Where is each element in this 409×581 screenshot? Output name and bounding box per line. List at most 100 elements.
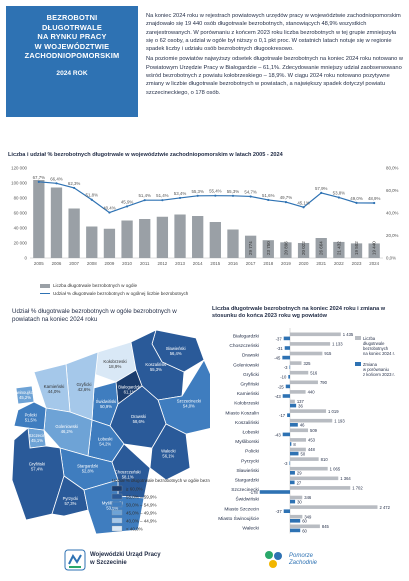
intro-paragraph: Na poziomie powiatów najwyższy odsetek d… — [146, 56, 404, 96]
map-region-name: Gryficki — [77, 382, 92, 387]
count-value-label: 325 — [304, 361, 312, 366]
legend-swatch-grey — [40, 283, 50, 288]
count-bar — [290, 370, 309, 375]
change-value-label: 27 — [297, 480, 302, 485]
change-bar — [282, 355, 290, 360]
map-region-value: 46,2% — [61, 429, 73, 434]
change-bar — [284, 346, 290, 350]
bar — [244, 235, 257, 258]
share-value-label: 55,4% — [209, 189, 222, 194]
map-region — [51, 475, 89, 517]
count-bar — [290, 418, 333, 423]
count-value-label: 1 364 — [340, 476, 351, 481]
share-point — [249, 195, 252, 198]
bar-value-label: 26 664 — [319, 241, 324, 255]
bar — [192, 216, 204, 258]
change-bar — [290, 403, 297, 408]
x-axis-tick-label: 2014 — [193, 261, 203, 266]
change-value-label: 60 — [302, 528, 307, 533]
share-value-label: 54,7% — [244, 189, 257, 194]
x-axis-tick-label: 2023 — [352, 261, 362, 266]
change-value-label: 50 — [301, 452, 306, 457]
bar-value-label: 21 432 — [336, 241, 341, 255]
intro-paragraph: Na koniec 2024 roku w rejestrach powiato… — [146, 13, 401, 53]
count-value-label: 2 472 — [379, 505, 390, 510]
bar — [227, 229, 239, 258]
bar-value-label: 20 022 — [301, 241, 306, 255]
bar — [86, 226, 98, 258]
count-bar — [290, 505, 378, 509]
count-bar — [290, 399, 295, 404]
y-axis-tick-label: 40 000 — [14, 226, 28, 231]
map-legend-label: 55,0% – 59,9% — [126, 494, 157, 499]
bar — [103, 228, 116, 258]
district-label: Miasto Świnoujście — [218, 514, 259, 522]
share-point — [178, 196, 182, 200]
count-bar — [290, 466, 328, 471]
y-axis-tick-label: 80 000 — [14, 196, 28, 201]
change-bar — [259, 490, 290, 494]
change-bar — [289, 365, 291, 369]
x-axis-tick-label: 2010 — [122, 261, 132, 266]
district-legend-label: Liczba długotrwale bezrobotnych na koniec 2… — [363, 336, 395, 356]
share-value-label: 67,7% — [33, 175, 46, 180]
count-value-label: 1 019 — [328, 409, 339, 414]
map-region-name: Goleniowski — [55, 424, 78, 429]
share-point — [320, 191, 323, 194]
wup-name: Wojewódzki Urząd Pracy w Szczecinie — [90, 552, 161, 567]
map-region-name: Białogardzki — [118, 385, 141, 390]
map-region-value: 45,2% — [19, 395, 31, 400]
count-value-label: 453 — [308, 438, 316, 443]
change-value-label: -10 — [280, 375, 287, 380]
change-value-label: -3 — [284, 461, 288, 466]
change-bar — [283, 336, 290, 341]
x-axis-tick-label: 2018 — [263, 261, 273, 266]
count-value-label: 1 065 — [330, 466, 341, 471]
share-value-label: 45,1% — [297, 200, 310, 205]
change-bar — [290, 471, 295, 475]
map-region-value: 54,2% — [99, 442, 111, 447]
map-legend-label: 45,0% – 49,9% — [126, 510, 157, 515]
map-region-name: Stargardzki — [77, 464, 98, 469]
map-region-name: Pyrzycki — [63, 496, 79, 501]
y2-axis-tick-label: 40,0% — [386, 211, 399, 216]
bar — [262, 240, 274, 258]
district-chart-title: Liczba długotrwale bezrobotnych na konie… — [212, 306, 386, 320]
map-region-name: Łobeski — [98, 437, 113, 442]
map-region-value: 45,1% — [31, 438, 43, 443]
share-point — [337, 196, 340, 199]
bar — [33, 180, 45, 258]
share-value-label: 66,4% — [50, 176, 63, 181]
change-bar — [283, 509, 290, 513]
district-label: Kołobrzeski — [234, 401, 259, 407]
pomorze-zachodnie-logo-icon — [265, 551, 282, 568]
change-bar — [290, 499, 296, 504]
wup-logo-icon — [64, 549, 86, 571]
share-point — [161, 199, 164, 202]
trend-legend-line: Udział % długotrwale bezrobotnych w ogól… — [40, 291, 188, 296]
district-label: Myśliborski — [235, 439, 259, 445]
legend-label: Liczba długotrwale bezrobotnych w ogóle — [53, 283, 138, 288]
share-value-label: 53,8% — [333, 190, 346, 195]
district-legend-label: Zmiana w porównaniu z końcem 2023 r. — [363, 362, 395, 377]
count-value-label: 516 — [310, 370, 318, 375]
count-bar — [290, 514, 303, 519]
change-value-label: -37 — [276, 336, 283, 341]
map-legend-label: 40,0% – 44,9% — [126, 518, 157, 523]
map-region-value: 56,1% — [162, 454, 174, 459]
map-region-value: 57,4% — [31, 467, 43, 472]
district-label: Świdwiński — [236, 495, 259, 503]
share-point — [302, 206, 305, 209]
change-value-label: -3 — [284, 365, 288, 370]
count-bar — [290, 438, 307, 442]
footer: Wojewódzki Urząd Pracy w Szczecinie Pomo… — [0, 540, 409, 581]
map-region-name: Koszaliński — [145, 362, 166, 367]
x-axis-tick-label: 2005 — [34, 261, 44, 266]
change-value-label: -45 — [274, 356, 281, 361]
bar — [280, 242, 292, 258]
share-value-label: 57,9% — [315, 186, 328, 191]
district-label: Miasto Szczecin — [224, 506, 259, 512]
y-axis-tick-label: 100 000 — [11, 181, 27, 186]
map-region-value: 18,9% — [109, 364, 122, 369]
x-axis-tick-label: 2022 — [334, 261, 344, 266]
